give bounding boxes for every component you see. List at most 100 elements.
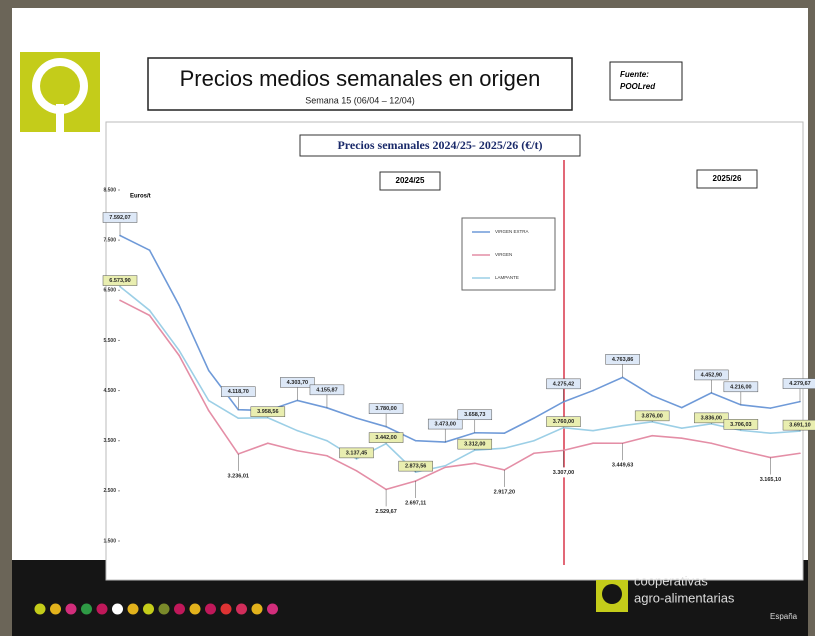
value-label: 7.592,07 [109,215,130,221]
y-tick-label: 6.500 [103,288,116,294]
data-point [444,466,446,468]
legend-label: VIRGEN EXTRA [495,229,529,234]
data-point [651,395,653,397]
footer-dot [205,604,216,615]
value-label: 4.279,67 [789,381,810,387]
data-point [592,390,594,392]
footer-dot [50,604,61,615]
data-point [356,470,358,472]
data-point [770,407,772,409]
slide-title: Precios medios semanales en origen [180,66,541,91]
data-point [681,427,683,429]
data-point [149,315,151,317]
value-label: 3.958,56 [257,409,278,415]
data-point [297,430,299,432]
value-label: 2.917,20 [494,489,515,495]
y-tick-label: 7.500 [103,237,116,243]
data-point [208,370,210,372]
value-label: 4.303,70 [287,380,308,386]
data-point [178,355,180,357]
data-point [326,455,328,457]
data-point [326,440,328,442]
chart-panel [106,122,803,580]
value-label: 3.780,00 [375,406,396,412]
slide-subtitle: Semana 15 (06/04 – 12/04) [305,95,415,105]
data-point [119,300,121,302]
data-point [356,417,358,419]
value-label: 2.697,11 [405,500,426,506]
data-point [740,450,742,452]
footer-dot [66,604,77,615]
y-axis-label: Euros/t [130,194,151,200]
data-point [533,440,535,442]
value-label: 6.573,90 [109,278,130,284]
footer-brand: España [770,612,798,621]
value-label: 3.836,00 [701,415,722,421]
data-point [267,442,269,444]
y-tick-label: 3.500 [103,438,116,444]
data-point [592,442,594,444]
legend-label: LAMPANTE [495,275,519,280]
data-point [297,450,299,452]
data-point [208,400,210,402]
footer-dot [128,604,139,615]
footer-brand: cooperativas [634,573,708,588]
data-point [415,440,417,442]
data-point [770,432,772,434]
value-label: 3.137,45 [346,450,367,456]
value-label: 4.118,70 [228,389,249,395]
footer-brand: agro-alimentarias [634,590,735,605]
y-tick-label: 5.500 [103,338,116,344]
footer-dot [190,604,201,615]
footer-dot [112,604,123,615]
value-label: 3.473,00 [435,422,456,428]
chart-title: Precios semanales 2024/25- 2025/26 (€/t) [337,138,542,152]
data-point [149,249,151,251]
data-point [504,432,506,434]
y-tick-label: 2.500 [103,488,116,494]
footer-logo-circle [602,584,622,604]
value-label: 3.706,03 [730,422,751,428]
footer-dot [81,604,92,615]
page: { "slide": { "title": "Precios medios se… [0,0,815,636]
data-point [533,417,535,419]
footer-dot [159,604,170,615]
value-label: 3.236,01 [228,473,249,479]
value-label: 3.312,00 [464,442,485,448]
footer-dot [143,604,154,615]
value-label: 3.691,10 [789,423,810,429]
value-label: 4.452,90 [701,372,722,378]
y-tick-label: 8.500 [103,187,116,193]
source: POOLred [620,82,656,91]
logo-inner [40,66,80,106]
footer-dot [174,604,185,615]
y-tick-label: 4.500 [103,388,116,394]
data-point [178,350,180,352]
y-tick-label: 1.500 [103,538,116,544]
logo-stem [56,104,64,132]
footer-dot [97,604,108,615]
data-point [149,310,151,312]
value-label: 3.876,00 [641,413,662,419]
data-point [681,437,683,439]
data-point [178,305,180,307]
footer-dot [35,604,46,615]
slide: Precios medios semanales en origen Seman… [0,0,815,636]
data-point [622,425,624,427]
value-label: 4.155,87 [316,387,337,393]
source-label: Fuente: [620,70,649,79]
data-point [504,447,506,449]
data-point [681,407,683,409]
value-label: 4.763,86 [612,357,633,363]
value-label: 2.873,56 [405,464,426,470]
season-label: 2025/26 [713,174,742,183]
value-label: 3.442,00 [375,435,396,441]
value-label: 4.275,42 [553,381,574,387]
value-label: 3.760,00 [553,419,574,425]
data-point [711,442,713,444]
footer-dot [221,604,232,615]
value-label: 3.449,63 [612,463,633,469]
data-point [208,410,210,412]
data-point [799,452,801,454]
footer-dot [236,604,247,615]
